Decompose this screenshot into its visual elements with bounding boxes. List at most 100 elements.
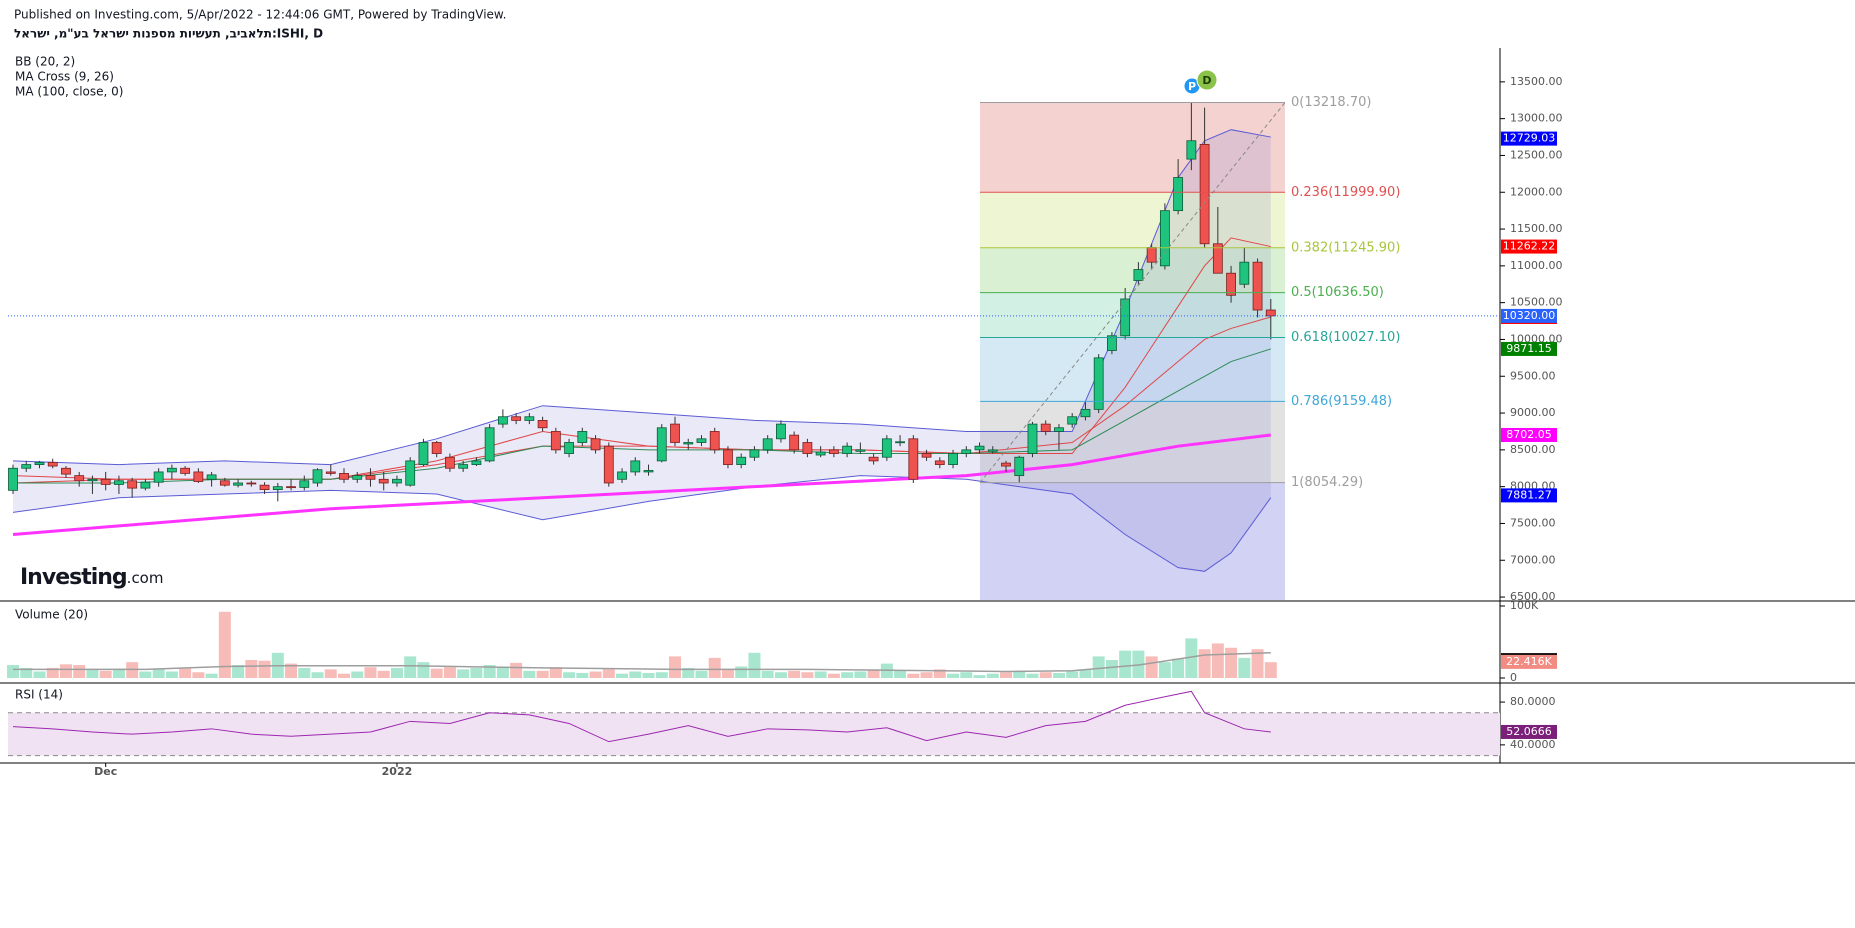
candle-body bbox=[736, 456, 747, 465]
volume-bar bbox=[510, 662, 523, 678]
candle-body bbox=[365, 475, 376, 480]
logo: Investing.com bbox=[20, 565, 163, 590]
price-tag bbox=[1501, 308, 1557, 323]
candle-body bbox=[61, 467, 71, 475]
ma-line bbox=[12, 433, 1271, 536]
volume-bar bbox=[1092, 656, 1105, 678]
y-tick-label: 0 bbox=[1510, 671, 1517, 684]
y-tick-label: 6500.00 bbox=[1510, 590, 1556, 603]
candle-body bbox=[312, 469, 323, 484]
volume-bar bbox=[629, 671, 642, 678]
volume-bar bbox=[1026, 673, 1039, 678]
y-tick-label: 11000.00 bbox=[1510, 259, 1563, 272]
candle-body bbox=[524, 416, 535, 421]
volume-bar bbox=[761, 670, 774, 678]
volume-bar bbox=[669, 656, 681, 678]
volume-bar bbox=[960, 672, 973, 678]
volume-bar bbox=[1172, 658, 1185, 678]
volume-bar bbox=[338, 673, 350, 678]
candle-body bbox=[643, 470, 654, 473]
candle-body bbox=[590, 438, 601, 451]
candle-body bbox=[206, 474, 217, 480]
fib-label: 0.5(10636.50) bbox=[1291, 285, 1384, 300]
volume-bar bbox=[1039, 672, 1052, 678]
candle-body bbox=[948, 453, 958, 465]
volume-bar bbox=[920, 672, 933, 678]
candle-body bbox=[392, 478, 402, 484]
volume-bar bbox=[894, 670, 907, 678]
fib-label: 1(8054.29) bbox=[1291, 475, 1363, 490]
candle-body bbox=[749, 449, 760, 458]
candle-body bbox=[8, 467, 18, 491]
candle-body bbox=[709, 431, 720, 451]
candle-body bbox=[987, 449, 998, 452]
candle-body bbox=[1173, 177, 1184, 212]
y-tick-label: 12000.00 bbox=[1510, 185, 1563, 198]
volume-bar bbox=[112, 668, 125, 678]
volume-bar bbox=[1185, 638, 1198, 678]
volume-bar bbox=[774, 672, 787, 678]
volume-bar bbox=[1264, 662, 1277, 678]
candle-body bbox=[246, 482, 257, 485]
y-tick-label: 13000.00 bbox=[1510, 112, 1563, 125]
volume-bar bbox=[99, 670, 112, 678]
candle-body bbox=[286, 486, 296, 489]
volume-bar bbox=[748, 652, 761, 678]
candle-body bbox=[325, 471, 336, 474]
candle-body bbox=[842, 445, 853, 454]
price-tag bbox=[1501, 131, 1557, 146]
symbol-title: תלאביב, תעשיות מספנות ישראל בע"מ, ישראל:… bbox=[14, 27, 323, 41]
candle-body bbox=[484, 427, 495, 462]
volume-bar bbox=[1052, 672, 1065, 678]
y-tick-label: 12500.00 bbox=[1510, 148, 1563, 161]
legend-item: MA Cross (9, 26) bbox=[15, 70, 114, 84]
candle-body bbox=[471, 460, 482, 465]
volume-bar bbox=[1211, 643, 1224, 678]
volume-bar bbox=[549, 667, 562, 678]
volume-bar bbox=[205, 673, 218, 678]
candle-body bbox=[908, 438, 919, 480]
volume-bar bbox=[232, 665, 245, 678]
candle-body bbox=[1146, 247, 1157, 263]
candle-body bbox=[100, 478, 111, 485]
volume-ma bbox=[13, 652, 1271, 673]
candle-body bbox=[1080, 408, 1091, 418]
price-tag-label: 9871.15 bbox=[1506, 342, 1552, 355]
candle-body bbox=[1212, 243, 1223, 274]
volume-bar bbox=[973, 675, 986, 678]
candle-body bbox=[696, 438, 707, 443]
rsi-line bbox=[12, 690, 1271, 743]
volume-bar bbox=[1119, 650, 1132, 678]
volume-bar bbox=[470, 667, 483, 678]
fib-zone bbox=[980, 482, 1285, 600]
volume-bar bbox=[46, 667, 59, 678]
candle-body bbox=[1133, 269, 1144, 281]
candle-body bbox=[802, 442, 813, 454]
volume-bar bbox=[457, 669, 470, 678]
volume-bar bbox=[1000, 672, 1012, 678]
candle-body bbox=[1252, 261, 1263, 311]
candle-body bbox=[881, 438, 892, 458]
candle-body bbox=[762, 438, 773, 451]
candle-body bbox=[789, 434, 800, 451]
volume-bar bbox=[947, 673, 960, 678]
price-tag bbox=[1501, 488, 1557, 503]
y-tick-label: 11500.00 bbox=[1510, 222, 1563, 235]
candle-body bbox=[74, 475, 85, 482]
volume-bar bbox=[218, 611, 231, 678]
volume-bar bbox=[311, 672, 324, 678]
candle-body bbox=[550, 431, 561, 451]
candle-body bbox=[193, 471, 204, 482]
y-tick-label: 8500.00 bbox=[1510, 443, 1556, 456]
legend-item: MA (100, close, 0) bbox=[15, 85, 123, 99]
volume-bar bbox=[404, 656, 417, 678]
candle-body bbox=[1226, 272, 1236, 296]
volume-bar bbox=[390, 667, 403, 678]
volume-bar bbox=[1105, 660, 1118, 678]
candle-body bbox=[961, 449, 972, 454]
candle-body bbox=[564, 442, 574, 454]
candle-body bbox=[603, 445, 614, 484]
volume-bar bbox=[814, 671, 827, 678]
candle-body bbox=[1067, 416, 1078, 425]
candle-body bbox=[617, 471, 627, 480]
